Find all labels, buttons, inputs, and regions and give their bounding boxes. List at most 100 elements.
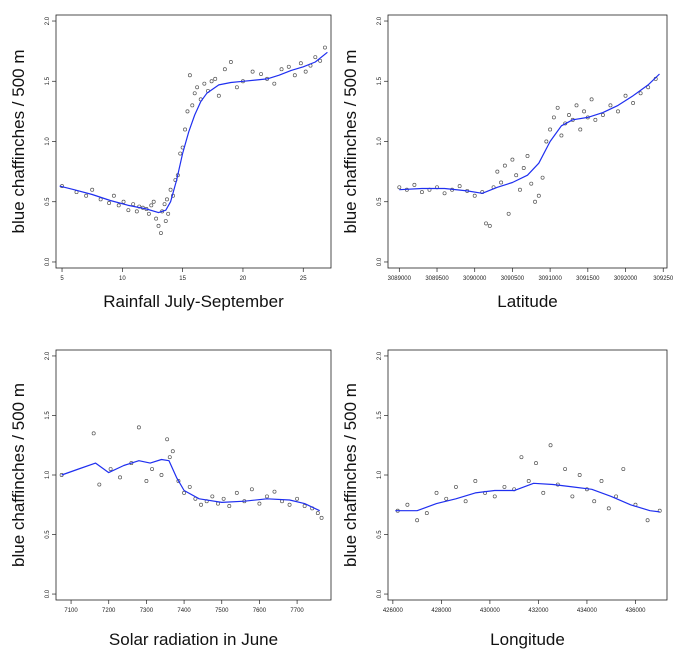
data-point (135, 210, 138, 213)
x-tick-label: 3089500 (425, 276, 449, 282)
data-point (118, 476, 121, 479)
data-point (607, 507, 610, 510)
data-point (571, 495, 574, 498)
data-point (518, 188, 521, 191)
data-point (169, 188, 172, 191)
x-tick-label: 309250 (653, 276, 674, 282)
data-point (304, 70, 307, 73)
y-tick-label: 2.0 (45, 351, 51, 360)
y-axis-label: blue chaffinches / 500 m (341, 50, 360, 234)
data-point (601, 113, 604, 116)
data-point (235, 491, 238, 494)
data-point (127, 209, 130, 212)
y-tick-label: 1.0 (45, 470, 51, 479)
x-tick-label: 5 (60, 276, 64, 282)
x-tick-label: 430000 (480, 608, 501, 614)
data-point (160, 473, 163, 476)
x-tick-label: 7700 (290, 608, 304, 614)
data-point (530, 182, 533, 185)
data-point (522, 166, 525, 169)
data-point (590, 98, 593, 101)
y-axis-label: blue chaffinches / 500 m (9, 50, 28, 234)
x-tick-label: 25 (300, 276, 307, 282)
data-point (229, 60, 232, 63)
data-point (600, 479, 603, 482)
y-tick-label: 1.5 (45, 411, 51, 420)
data-point (122, 200, 125, 203)
data-point (609, 104, 612, 107)
data-point (235, 86, 238, 89)
data-point (579, 128, 582, 131)
data-point (183, 128, 186, 131)
data-point (191, 104, 194, 107)
data-point (556, 106, 559, 109)
data-point (166, 438, 169, 441)
data-point (222, 497, 225, 500)
data-point (622, 467, 625, 470)
data-point (458, 184, 461, 187)
data-point (287, 65, 290, 68)
chart-panel-4: 426000 428000 430000 432000 434000 436000 0.0 0… (341, 350, 667, 649)
y-tick-label: 0.5 (45, 530, 51, 539)
data-point (157, 224, 160, 227)
data-point (117, 204, 120, 207)
data-point (186, 110, 189, 113)
data-point (288, 503, 291, 506)
y-tick-label: 1.0 (377, 470, 383, 479)
y-tick-label: 0.0 (45, 257, 51, 266)
data-point (211, 495, 214, 498)
data-point (258, 502, 261, 505)
smooth-line (60, 52, 328, 212)
data-point (147, 212, 150, 215)
data-point (578, 473, 581, 476)
chart-panel-3: 7100 7200 7300 7400 7500 7600 7700 0.0 0.5 1.0 1.5… (9, 350, 331, 649)
data-point (251, 70, 254, 73)
data-point (299, 62, 302, 65)
data-point (527, 479, 530, 482)
x-tick-label: 432000 (528, 608, 549, 614)
data-point (575, 104, 578, 107)
data-point (250, 488, 253, 491)
data-point (473, 194, 476, 197)
x-tick-label: 3091000 (538, 276, 562, 282)
data-point (464, 500, 467, 503)
data-point (150, 467, 153, 470)
chart-panel-2: 3089000 3089500 3090000 3090500 3091000 30915… (341, 15, 674, 311)
data-point (445, 497, 448, 500)
data-point (228, 504, 231, 507)
data-point (593, 500, 596, 503)
data-point (280, 68, 283, 71)
x-tick-label: 7100 (64, 608, 78, 614)
x-tick-label: 434000 (577, 608, 598, 614)
x-axis-label: Rainfall July-September (103, 292, 284, 311)
y-tick-label: 1.5 (377, 76, 383, 85)
x-tick-label: 3090000 (463, 276, 487, 282)
data-point (196, 86, 199, 89)
data-point (533, 200, 536, 203)
data-point (496, 170, 499, 173)
data-point (560, 134, 563, 137)
data-point (223, 68, 226, 71)
data-point (484, 222, 487, 225)
data-point (624, 94, 627, 97)
data-point (488, 224, 491, 227)
data-point (454, 485, 457, 488)
data-point (107, 201, 110, 204)
data-point (398, 186, 401, 189)
data-point (293, 74, 296, 77)
x-tick-label: 3090500 (501, 276, 525, 282)
data-point (616, 110, 619, 113)
data-point (526, 154, 529, 157)
x-tick-label: 3092000 (614, 276, 638, 282)
smooth-line (399, 74, 659, 193)
data-point (515, 174, 518, 177)
data-point (493, 495, 496, 498)
data-point (435, 491, 438, 494)
data-point (406, 503, 409, 506)
data-point (167, 212, 170, 215)
data-point (425, 511, 428, 514)
data-point (511, 158, 514, 161)
data-point (541, 176, 544, 179)
data-point (443, 192, 446, 195)
